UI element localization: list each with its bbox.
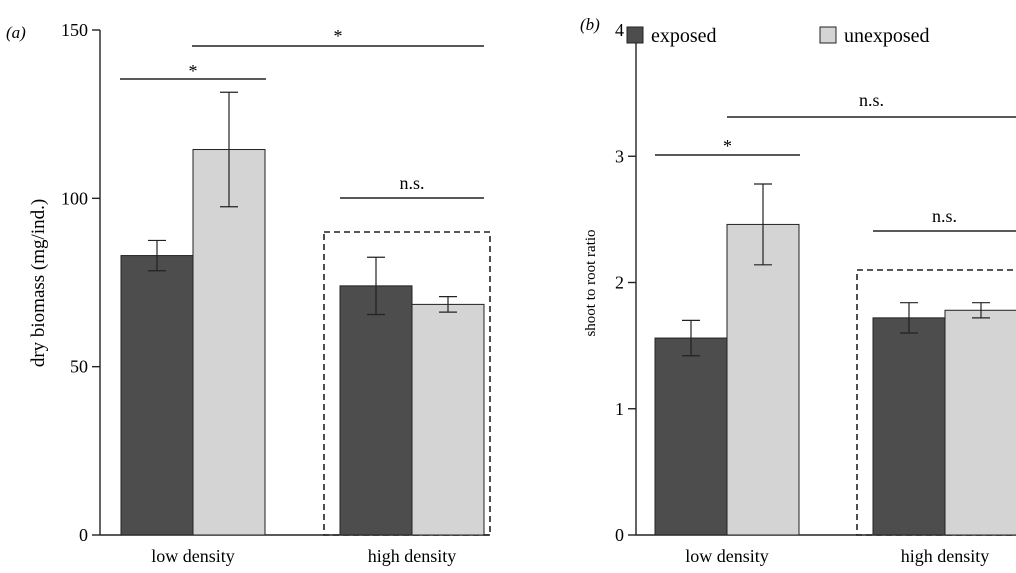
panel-b-x-label-high: high density [901,546,990,566]
panel-b-label: (b) [580,15,600,34]
panel-b-tick-2: 2 [615,273,624,293]
sig-a-low-pair: * [189,61,198,81]
panel-b-tick-1: 1 [615,399,624,419]
panel-a-tick-100: 100 [61,188,88,208]
panel-a-tick-50: 50 [70,357,88,377]
panel-b-tick-0: 0 [615,525,624,545]
sig-a-between: * [334,26,343,46]
bar-unexposed-high-density [944,309,1016,536]
legend-swatch-unexposed [819,26,837,44]
panel-a-bars [120,91,485,536]
bar-exposed-high-density [339,285,413,536]
panel-b-tick-4: 4 [615,20,624,40]
panel-a: (a) dry biomass (mg/ind.) 0 50 100 150 *… [6,20,491,566]
panel-b: (b) shoot to root ratio 0 1 2 3 4 * n.s.… [580,15,1016,566]
sig-b-between: n.s. [859,90,884,110]
sig-b-low-pair: * [723,136,732,156]
panel-a-significance: * * n.s. [120,26,484,199]
panel-b-x-label-low: low density [685,546,769,566]
bar-exposed-low-density [120,255,194,536]
bar-unexposed-high-density [411,303,485,536]
legend-label-exposed: exposed [651,25,717,47]
panel-b-y-axis-label: shoot to root ratio [583,229,599,336]
bar-exposed-low-density [654,337,728,536]
panel-a-y-axis-label: dry biomass (mg/ind.) [28,199,49,367]
panel-b-tick-3: 3 [615,146,624,166]
panel-b-bars [654,183,1016,536]
panel-a-x-labels: low density high density [151,546,456,566]
bar-exposed-high-density [872,317,946,536]
bar-unexposed-low-density [726,223,800,536]
legend-swatch-exposed [626,26,644,44]
panel-a-tick-0: 0 [79,525,88,545]
panel-a-tick-150: 150 [61,20,88,40]
sig-b-high-pair: n.s. [932,206,957,226]
sig-a-high-pair: n.s. [399,173,424,193]
panel-b-significance: * n.s. n.s. [655,90,1016,232]
panel-a-tick-labels: 0 50 100 150 [61,20,88,545]
panel-a-x-label-high: high density [368,546,457,566]
panel-b-tick-labels: 0 1 2 3 4 [615,20,624,545]
legend: exposed unexposed [626,25,930,47]
bar-unexposed-low-density [192,149,266,536]
panel-a-label: (a) [6,23,26,42]
legend-label-unexposed: unexposed [844,25,930,47]
panel-b-x-labels: low density high density [685,546,989,566]
panel-a-x-label-low: low density [151,546,235,566]
